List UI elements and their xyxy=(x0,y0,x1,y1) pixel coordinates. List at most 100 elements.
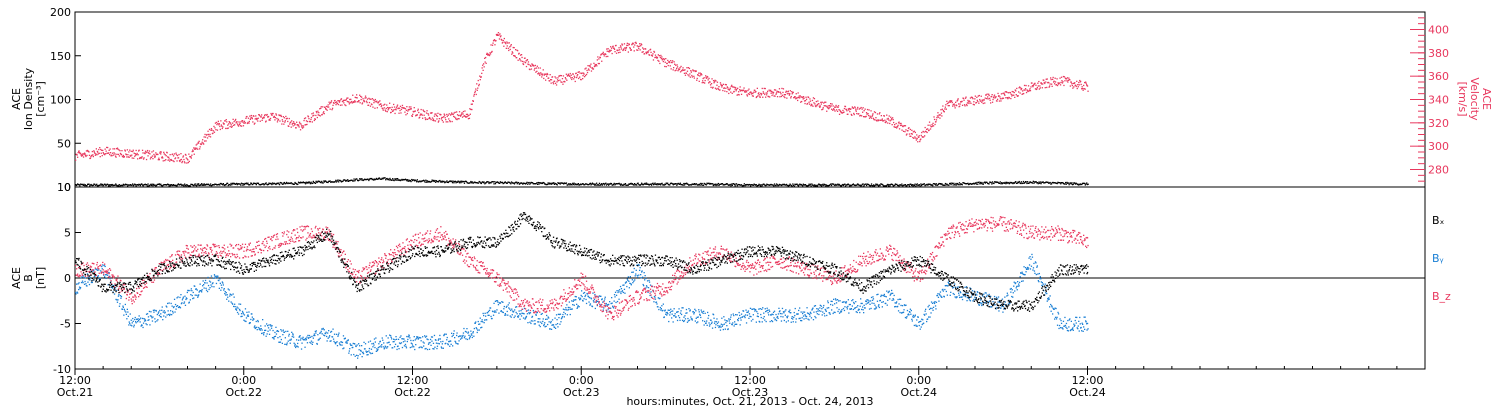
data-point xyxy=(619,184,622,186)
data-point xyxy=(766,94,768,96)
data-point xyxy=(903,184,905,186)
data-point xyxy=(306,182,308,184)
data-point xyxy=(451,335,453,338)
data-point xyxy=(525,65,528,68)
data-point xyxy=(298,182,300,184)
data-point xyxy=(650,51,652,53)
data-point xyxy=(517,315,519,318)
data-point xyxy=(178,306,181,308)
data-point xyxy=(351,100,353,103)
data-point xyxy=(128,324,130,326)
data-point xyxy=(288,333,290,335)
data-point xyxy=(204,140,206,142)
data-point xyxy=(965,96,967,98)
data-point xyxy=(138,183,140,185)
data-point xyxy=(639,269,641,271)
data-point xyxy=(956,184,958,186)
data-point xyxy=(173,184,175,186)
data-point xyxy=(480,76,482,78)
data-point xyxy=(215,121,218,124)
data-point xyxy=(351,179,353,181)
data-point xyxy=(116,147,119,149)
data-point xyxy=(536,65,538,67)
data-point xyxy=(708,82,710,84)
data-point xyxy=(201,184,203,186)
data-point xyxy=(441,347,443,349)
data-point xyxy=(963,182,965,184)
data-point xyxy=(75,184,77,187)
data-point xyxy=(489,52,491,54)
data-point xyxy=(80,281,83,284)
data-point xyxy=(225,292,227,294)
data-point xyxy=(237,124,239,126)
data-point xyxy=(98,184,100,187)
data-point xyxy=(546,318,548,320)
data-point xyxy=(419,116,421,118)
data-point xyxy=(594,65,596,67)
data-point xyxy=(84,184,87,186)
data-point xyxy=(150,183,152,185)
data-point xyxy=(98,184,101,186)
data-point xyxy=(935,119,938,121)
data-point xyxy=(433,180,435,183)
data-point xyxy=(491,44,494,46)
data-point xyxy=(187,185,189,187)
data-point xyxy=(210,129,212,131)
data-point xyxy=(1023,89,1025,91)
data-point xyxy=(328,330,330,332)
data-point xyxy=(763,92,765,94)
data-point xyxy=(438,118,440,120)
data-point xyxy=(148,184,151,187)
data-point xyxy=(865,112,868,114)
data-point xyxy=(402,178,404,181)
data-point xyxy=(540,182,542,185)
data-point xyxy=(92,154,94,156)
data-point xyxy=(187,161,189,164)
data-point xyxy=(491,317,493,320)
data-point xyxy=(987,183,989,185)
data-point xyxy=(848,184,850,186)
data-point xyxy=(333,340,335,343)
data-point xyxy=(425,112,428,114)
data-point xyxy=(273,338,275,340)
data-point xyxy=(203,184,205,186)
data-point xyxy=(85,155,87,158)
data-point xyxy=(1054,81,1057,83)
data-point xyxy=(100,148,102,151)
data-point xyxy=(358,349,360,351)
data-point xyxy=(922,183,924,186)
data-point xyxy=(325,332,327,335)
data-point xyxy=(177,183,179,185)
data-point xyxy=(857,183,859,185)
data-point xyxy=(429,338,432,341)
data-point xyxy=(263,332,265,334)
data-point xyxy=(336,341,338,343)
data-point xyxy=(735,183,737,185)
data-point xyxy=(1079,184,1081,186)
data-point xyxy=(259,328,261,330)
data-point xyxy=(563,183,565,185)
data-point xyxy=(136,184,138,186)
data-point xyxy=(479,323,481,325)
data-point xyxy=(724,183,726,185)
data-point xyxy=(188,301,190,303)
data-point xyxy=(352,101,354,104)
data-point xyxy=(289,123,291,125)
data-point xyxy=(658,183,660,186)
data-point xyxy=(79,288,81,290)
data-point xyxy=(1072,87,1074,89)
data-point xyxy=(350,179,352,181)
data-point xyxy=(355,97,357,99)
data-point xyxy=(338,342,341,344)
data-point xyxy=(554,82,557,84)
data-point xyxy=(516,313,518,315)
data-point xyxy=(342,179,345,181)
data-point xyxy=(893,121,895,124)
data-point xyxy=(581,295,583,298)
data-point xyxy=(797,92,799,94)
data-point xyxy=(257,319,259,322)
data-point xyxy=(558,313,561,316)
data-point xyxy=(856,108,858,110)
data-point xyxy=(487,311,489,314)
data-point xyxy=(478,329,480,331)
